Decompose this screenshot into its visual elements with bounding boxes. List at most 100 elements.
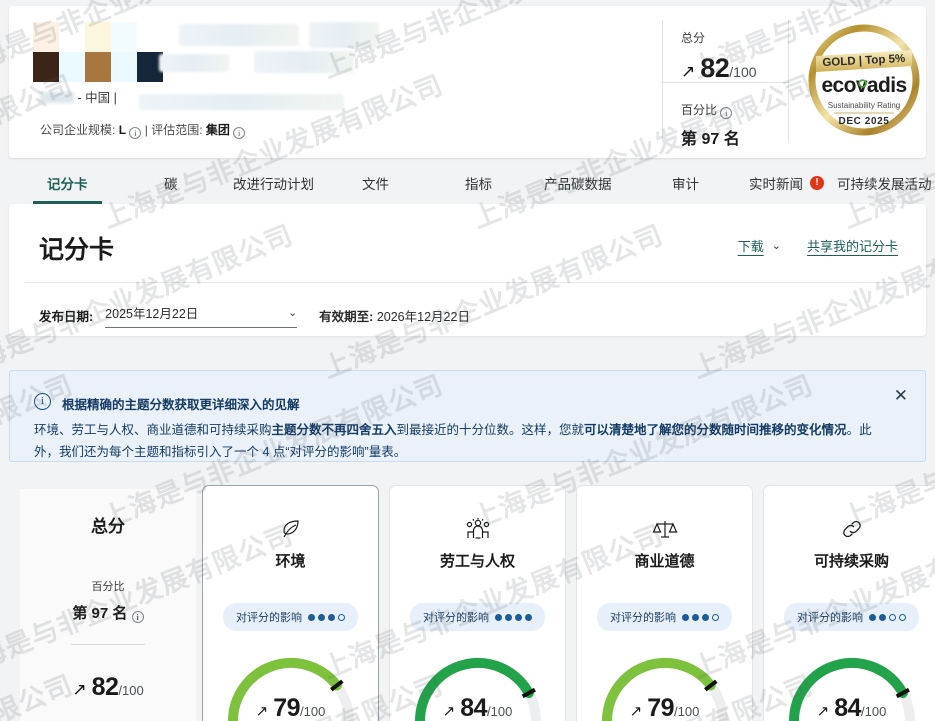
impact-dot [869, 613, 876, 621]
impact-dot [515, 613, 522, 621]
theme-score-value: 84 [460, 694, 488, 721]
header-rank-value: 第 97 名 [681, 131, 740, 148]
theme-trend-icon: ↗ [255, 703, 269, 720]
chevron-down-icon[interactable]: ⌄ [771, 240, 781, 252]
tab-label: 指标 [465, 177, 492, 192]
theme-scores-row: 总分 百分比 第 97 名 i ↗ 82 /100 环境 对评分的影响 ↗ 79/10… [9, 480, 935, 721]
meta-separator: | [144, 123, 148, 137]
header-percentile-label: 百分比 i [681, 101, 788, 119]
tab-8[interactable]: 可持续发展活动 [837, 162, 932, 204]
theme-card-2[interactable]: 商业道德 对评分的影响 ↗ 79/100 [576, 485, 753, 721]
score-gauge: ↗ 79/100 [216, 645, 366, 721]
overall-rank: 第 97 名 i [72, 602, 144, 623]
overall-title: 总分 [91, 517, 125, 536]
redacted-company-name [40, 92, 74, 103]
info-banner-title: 根据精确的主题分数获取更详细深入的见解 [62, 398, 300, 412]
impact-badge: 对评分的影响 [597, 603, 732, 631]
leaf-icon [278, 516, 304, 542]
scope-value: 集团 [205, 123, 230, 137]
share-scorecard-button[interactable]: 共享我的记分卡 [806, 239, 898, 254]
tab-1[interactable]: 碳 [164, 162, 178, 204]
impact-dots [869, 613, 906, 621]
link-icon [839, 516, 865, 542]
impact-dots [682, 613, 719, 621]
header-total-score: 82 [700, 53, 730, 83]
header-total-den: /100 [729, 64, 757, 80]
publish-date-value: 2025年12月22日 [105, 307, 199, 321]
valid-until-value: 2026年12月22日 [376, 310, 470, 324]
banner-text-2: 到最接近的十分位数。这样，您就 [396, 423, 585, 437]
impact-dot [889, 613, 896, 621]
theme-card-title: 劳工与人权 [439, 553, 515, 570]
overall-score-card: 总分 百分比 第 97 名 i ↗ 82 /100 [20, 489, 196, 721]
impact-label: 对评分的影响 [423, 612, 489, 624]
medal-brand-text: ecovadis [821, 74, 906, 97]
tab-0[interactable]: 记分卡 [33, 162, 101, 204]
overall-score-value: 82 [91, 673, 119, 701]
banner-text-3: 。此外，我们还为每个主题和指标引入了一个 4 点“对评分的影响”量表。 [34, 423, 872, 459]
header-total-label: 总分 [681, 31, 706, 45]
tab-label: 可持续发展活动 [837, 177, 932, 192]
tab-2[interactable]: 改进行动计划 [233, 162, 314, 204]
tab-label: 改进行动计划 [233, 177, 314, 192]
theme-score-value: 79 [273, 694, 301, 721]
tab-7[interactable]: 实时新闻! [749, 162, 824, 204]
company-logo [33, 22, 163, 82]
theme-score-den: /100 [487, 704, 513, 719]
banner-text-bold-1: 主题分数不再四舍五入 [271, 423, 397, 437]
trend-up-icon: ↗ [681, 62, 696, 81]
download-button[interactable]: 下载 [737, 239, 764, 254]
impact-dot [328, 613, 335, 621]
theme-trend-icon: ↗ [816, 703, 830, 720]
tab-5[interactable]: 产品碳数据 [544, 162, 612, 204]
impact-dots [495, 613, 532, 621]
scope-label: 评估范围: [151, 123, 203, 137]
close-icon[interactable]: ✕ [893, 386, 908, 405]
impact-dot [712, 613, 719, 621]
tab-6[interactable]: 审计 [672, 162, 699, 204]
scorecard-panel: 记分卡 下载 ⌄ 共享我的记分卡 发布日期: 2025年12月22日 ⌄ 有效期… [9, 204, 926, 336]
impact-badge: 对评分的影响 [410, 603, 545, 631]
ecovadis-gold-medal: GOLD | Top 5% ecovadis Sustainability Ra… [804, 20, 924, 140]
impact-dot [525, 613, 532, 621]
company-size-label: 公司企业规模: [40, 123, 116, 137]
impact-dot [338, 613, 345, 621]
impact-label: 对评分的影响 [610, 612, 676, 624]
scales-icon [651, 516, 679, 542]
theme-score-value: 79 [647, 694, 675, 721]
impact-badge: 对评分的影响 [223, 603, 358, 631]
info-icon-percentile[interactable]: i [720, 107, 733, 119]
medal-ribbon-text: GOLD | Top 5% [822, 53, 905, 69]
company-header-card: - 中国 | 公司企业规模: L i | 评估范围: 集团 i 总分 ↗ 82 … [9, 6, 926, 158]
company-meta-line: 公司企业规模: L i | 评估范围: 集团 i [40, 121, 246, 139]
tab-label: 文件 [362, 177, 389, 192]
tab-4[interactable]: 指标 [465, 162, 492, 204]
publish-date-select[interactable]: 2025年12月22日 ⌄ [105, 303, 298, 328]
company-location-line: - 中国 | [40, 87, 117, 106]
theme-card-3[interactable]: 可持续采购 对评分的影响 ↗ 84/100 [763, 485, 935, 721]
impact-dot [682, 613, 689, 621]
impact-dot [692, 613, 699, 621]
medal-date-text: DEC 2025 [839, 116, 890, 127]
theme-score-den: /100 [300, 704, 326, 719]
theme-score-den: /100 [674, 704, 700, 719]
chevron-down-icon-date: ⌄ [287, 307, 298, 319]
score-gauge: ↗ 84/100 [777, 645, 927, 721]
theme-score-den: /100 [861, 704, 887, 719]
theme-card-1[interactable]: 劳工与人权对评分的影响 ↗ 84/100 [389, 485, 566, 721]
impact-dot [505, 613, 512, 621]
impact-dot [318, 613, 325, 621]
theme-card-0[interactable]: 环境 对评分的影响 ↗ 79/100 [202, 485, 379, 721]
impact-dot [702, 613, 709, 621]
tab-3[interactable]: 文件 [362, 162, 389, 204]
tab-label: 碳 [164, 177, 178, 192]
tab-label: 记分卡 [47, 177, 88, 192]
main-tab-bar[interactable]: 记分卡 碳 改进行动计划 文件 指标 产品碳数据 审计 实时新闻! 可持续发展活动 [9, 162, 932, 204]
info-icon-size[interactable]: i [129, 127, 142, 139]
impact-label: 对评分的影响 [797, 612, 863, 624]
company-size-value: L [118, 123, 127, 137]
theme-trend-icon: ↗ [442, 703, 456, 720]
info-icon-scope[interactable]: i [233, 127, 246, 139]
info-icon-overall-rank[interactable]: i [131, 611, 144, 623]
banner-text-bold-2: 可以清楚地了解您的分数随时间推移的变化情况 [584, 423, 847, 437]
